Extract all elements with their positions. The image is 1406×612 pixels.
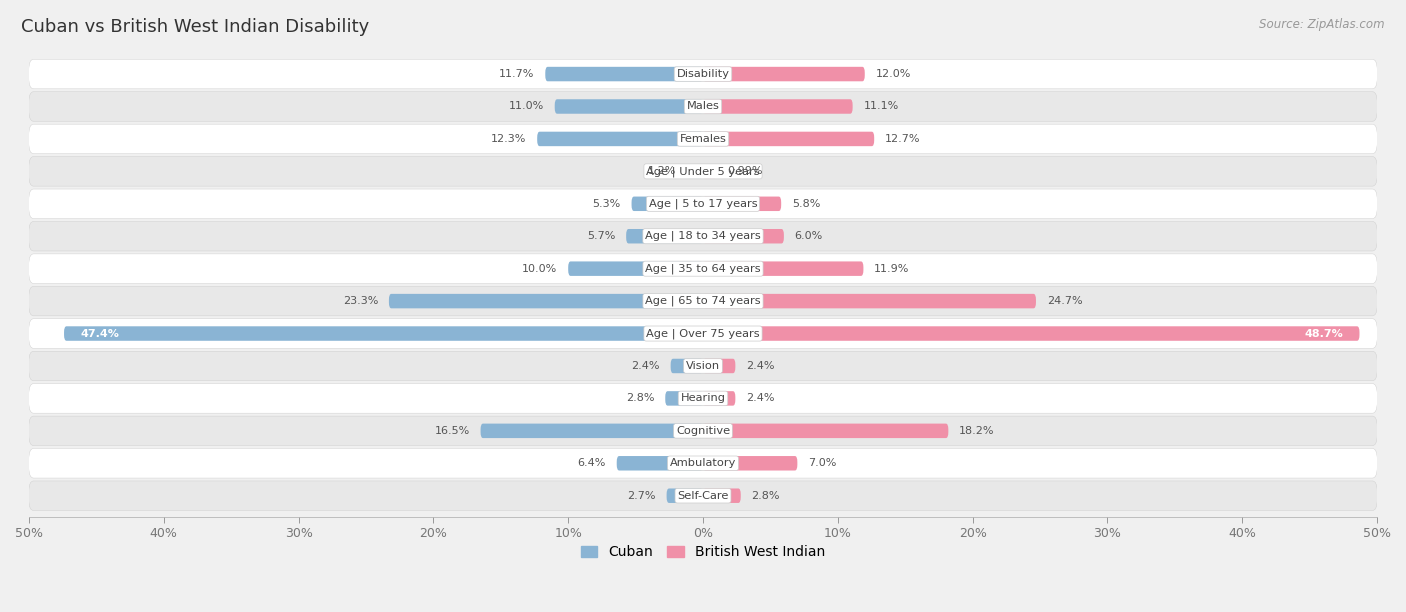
Text: Age | Under 5 years: Age | Under 5 years xyxy=(647,166,759,177)
FancyBboxPatch shape xyxy=(665,391,703,406)
FancyBboxPatch shape xyxy=(28,222,1378,251)
FancyBboxPatch shape xyxy=(626,229,703,244)
FancyBboxPatch shape xyxy=(555,99,703,114)
Text: 12.0%: 12.0% xyxy=(876,69,911,79)
Text: Ambulatory: Ambulatory xyxy=(669,458,737,468)
Text: 10.0%: 10.0% xyxy=(522,264,557,274)
FancyBboxPatch shape xyxy=(617,456,703,471)
FancyBboxPatch shape xyxy=(481,424,703,438)
Text: 2.7%: 2.7% xyxy=(627,491,655,501)
FancyBboxPatch shape xyxy=(28,92,1378,121)
Text: Age | 18 to 34 years: Age | 18 to 34 years xyxy=(645,231,761,242)
FancyBboxPatch shape xyxy=(546,67,703,81)
Text: 12.3%: 12.3% xyxy=(491,134,526,144)
Text: Disability: Disability xyxy=(676,69,730,79)
Text: Age | 5 to 17 years: Age | 5 to 17 years xyxy=(648,198,758,209)
FancyBboxPatch shape xyxy=(703,488,741,503)
FancyBboxPatch shape xyxy=(666,488,703,503)
FancyBboxPatch shape xyxy=(703,456,797,471)
Text: 5.3%: 5.3% xyxy=(592,199,621,209)
Text: 2.8%: 2.8% xyxy=(626,394,654,403)
FancyBboxPatch shape xyxy=(703,424,948,438)
FancyBboxPatch shape xyxy=(671,359,703,373)
Text: 16.5%: 16.5% xyxy=(434,426,470,436)
FancyBboxPatch shape xyxy=(703,67,865,81)
FancyBboxPatch shape xyxy=(703,261,863,276)
Text: Age | 65 to 74 years: Age | 65 to 74 years xyxy=(645,296,761,307)
FancyBboxPatch shape xyxy=(28,286,1378,316)
FancyBboxPatch shape xyxy=(568,261,703,276)
FancyBboxPatch shape xyxy=(28,157,1378,186)
FancyBboxPatch shape xyxy=(28,189,1378,218)
FancyBboxPatch shape xyxy=(389,294,703,308)
FancyBboxPatch shape xyxy=(28,416,1378,446)
Text: Age | 35 to 64 years: Age | 35 to 64 years xyxy=(645,263,761,274)
Text: Self-Care: Self-Care xyxy=(678,491,728,501)
Text: Cognitive: Cognitive xyxy=(676,426,730,436)
Legend: Cuban, British West Indian: Cuban, British West Indian xyxy=(575,540,831,565)
Text: 2.8%: 2.8% xyxy=(752,491,780,501)
FancyBboxPatch shape xyxy=(28,59,1378,89)
Text: 11.7%: 11.7% xyxy=(499,69,534,79)
FancyBboxPatch shape xyxy=(28,319,1378,348)
Text: 23.3%: 23.3% xyxy=(343,296,378,306)
FancyBboxPatch shape xyxy=(703,196,782,211)
FancyBboxPatch shape xyxy=(703,229,785,244)
Text: 24.7%: 24.7% xyxy=(1046,296,1083,306)
Text: 18.2%: 18.2% xyxy=(959,426,994,436)
FancyBboxPatch shape xyxy=(703,326,1360,341)
FancyBboxPatch shape xyxy=(28,351,1378,381)
Text: 12.7%: 12.7% xyxy=(884,134,921,144)
FancyBboxPatch shape xyxy=(703,294,1036,308)
Text: Cuban vs British West Indian Disability: Cuban vs British West Indian Disability xyxy=(21,18,370,36)
FancyBboxPatch shape xyxy=(28,124,1378,154)
Text: 11.9%: 11.9% xyxy=(875,264,910,274)
Text: Males: Males xyxy=(686,102,720,111)
FancyBboxPatch shape xyxy=(686,164,703,179)
FancyBboxPatch shape xyxy=(703,164,716,179)
Text: 11.0%: 11.0% xyxy=(509,102,544,111)
Text: 6.4%: 6.4% xyxy=(578,458,606,468)
Text: 0.99%: 0.99% xyxy=(727,166,762,176)
FancyBboxPatch shape xyxy=(28,384,1378,413)
Text: 1.2%: 1.2% xyxy=(648,166,676,176)
FancyBboxPatch shape xyxy=(631,196,703,211)
Text: Source: ZipAtlas.com: Source: ZipAtlas.com xyxy=(1260,18,1385,31)
Text: 5.8%: 5.8% xyxy=(792,199,820,209)
Text: 47.4%: 47.4% xyxy=(80,329,120,338)
Text: 2.4%: 2.4% xyxy=(747,361,775,371)
FancyBboxPatch shape xyxy=(28,481,1378,510)
FancyBboxPatch shape xyxy=(65,326,703,341)
Text: 48.7%: 48.7% xyxy=(1305,329,1343,338)
Text: 7.0%: 7.0% xyxy=(808,458,837,468)
Text: Age | Over 75 years: Age | Over 75 years xyxy=(647,328,759,339)
FancyBboxPatch shape xyxy=(28,254,1378,283)
FancyBboxPatch shape xyxy=(703,359,735,373)
FancyBboxPatch shape xyxy=(703,391,735,406)
FancyBboxPatch shape xyxy=(703,132,875,146)
Text: 11.1%: 11.1% xyxy=(863,102,898,111)
Text: 2.4%: 2.4% xyxy=(747,394,775,403)
Text: Hearing: Hearing xyxy=(681,394,725,403)
Text: 6.0%: 6.0% xyxy=(794,231,823,241)
FancyBboxPatch shape xyxy=(703,99,852,114)
Text: Females: Females xyxy=(679,134,727,144)
FancyBboxPatch shape xyxy=(28,449,1378,478)
Text: 5.7%: 5.7% xyxy=(588,231,616,241)
Text: 2.4%: 2.4% xyxy=(631,361,659,371)
FancyBboxPatch shape xyxy=(537,132,703,146)
Text: Vision: Vision xyxy=(686,361,720,371)
